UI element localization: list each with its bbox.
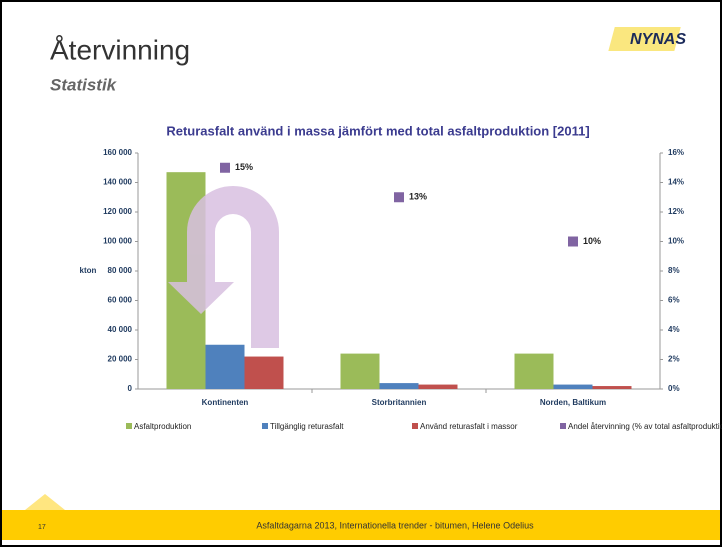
marker [220, 162, 230, 173]
y2-tick-label: 12% [668, 207, 684, 216]
legend-swatch [412, 423, 418, 429]
y2-tick-label: 14% [668, 178, 684, 187]
y2-tick-label: 16% [668, 148, 684, 157]
y-tick-label: 140 000 [103, 178, 132, 187]
bar [553, 384, 593, 389]
legend-swatch [262, 423, 268, 429]
page-number: 17 [38, 524, 46, 531]
footer-tab [25, 494, 65, 510]
legend-label: Använd returasfalt i massor [420, 422, 518, 431]
y2-tick-label: 2% [668, 355, 680, 364]
y2-tick-label: 0% [668, 384, 680, 393]
footer-band [2, 510, 720, 540]
data-label: 15% [235, 162, 253, 172]
x-tick-label: Kontinenten [202, 398, 249, 407]
marker [394, 192, 404, 203]
slide-subtitle: Statistik [50, 75, 118, 94]
legend-label: Andel återvinning (% av total asfaltprod… [568, 422, 722, 431]
legend-swatch [126, 423, 132, 429]
legend-swatch [560, 423, 566, 429]
bar [340, 353, 380, 389]
logo-back [608, 27, 681, 51]
bar [379, 383, 419, 389]
y-tick-label: 120 000 [103, 207, 132, 216]
y2-tick-label: 6% [668, 296, 680, 305]
y-tick-label: 80 000 [108, 266, 133, 275]
y-tick-label: 40 000 [108, 325, 133, 334]
y-tick-label: 100 000 [103, 237, 132, 246]
y2-tick-label: 8% [668, 266, 680, 275]
legend-label: Asfaltproduktion [134, 422, 191, 431]
data-label: 13% [409, 192, 427, 202]
bar [205, 344, 245, 389]
marker [568, 236, 578, 247]
bar [166, 172, 206, 389]
logo-text: NYNAS [630, 31, 686, 48]
bar [514, 353, 554, 389]
logo: NYNAS [608, 27, 686, 51]
y-tick-label: 160 000 [103, 148, 132, 157]
y-tick-label: 0 [128, 384, 133, 393]
y-tick-label: 60 000 [108, 296, 133, 305]
chart-title: Returasfalt använd i massa jämfört med t… [166, 123, 589, 138]
y2-tick-label: 4% [668, 325, 680, 334]
slide-title: Återvinning [50, 34, 190, 65]
x-tick-label: Storbritannien [372, 398, 427, 407]
y2-tick-label: 10% [668, 237, 684, 246]
y-tick-label: 20 000 [108, 355, 133, 364]
y-axis-label: kton [80, 266, 97, 275]
x-tick-label: Norden, Baltikum [540, 398, 606, 407]
footer-text: Asfaltdagarna 2013, Internationella tren… [256, 520, 534, 530]
bar [418, 384, 458, 389]
data-label: 10% [583, 236, 601, 246]
bar [592, 386, 632, 389]
bar [244, 356, 284, 389]
legend-label: Tillgänglig returasfalt [270, 422, 344, 431]
